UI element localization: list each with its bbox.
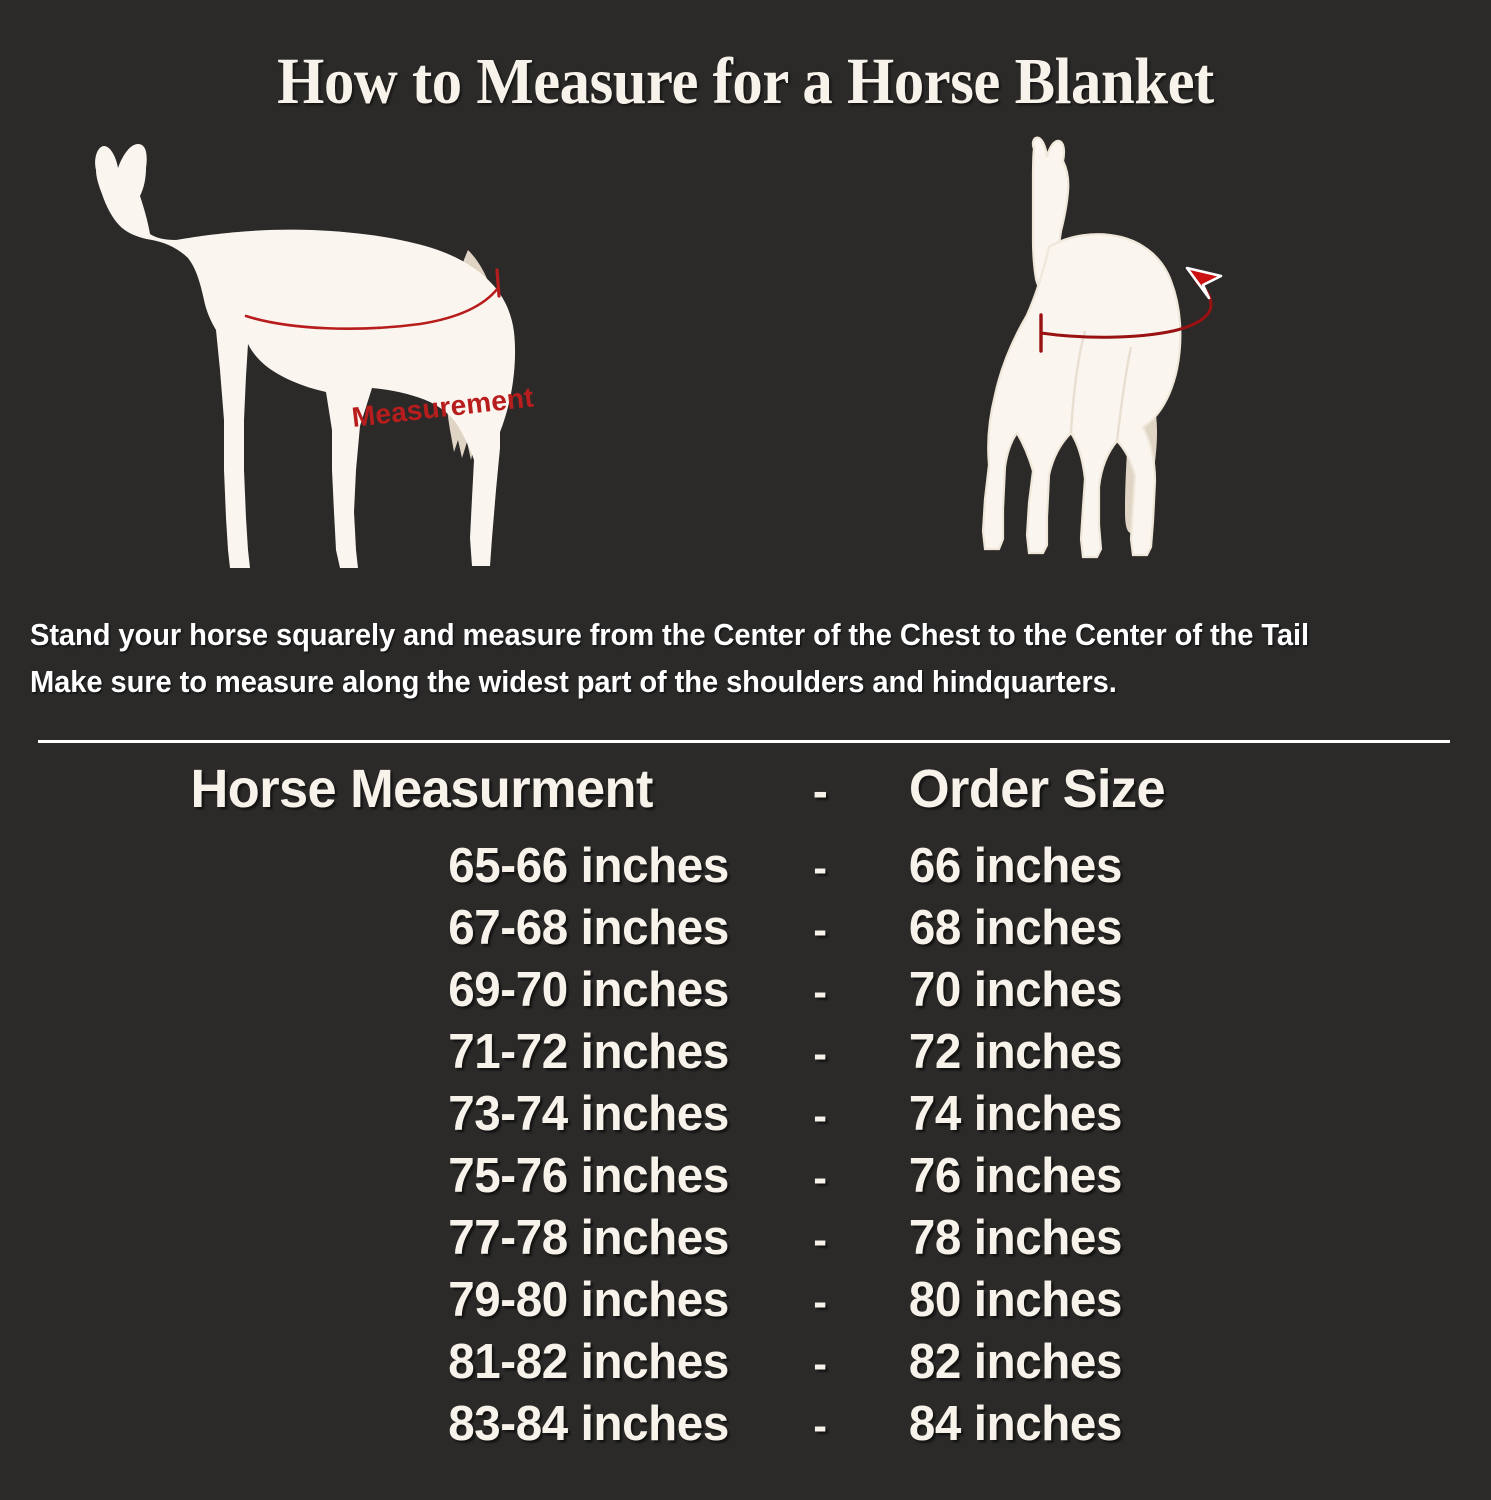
table-row: 77-78 inches - 78 inches (0, 1210, 1491, 1272)
cell-horse-measurement: 69-70 inches (448, 963, 729, 1017)
cell-order-size: 82 inches (908, 1335, 1123, 1389)
cell-horse-measurement: 71-72 inches (448, 1025, 729, 1079)
cell-order-size: 80 inches (908, 1273, 1123, 1327)
instruction-line-1: Stand your horse squarely and measure fr… (30, 618, 1309, 652)
cell-separator: - (813, 1092, 827, 1139)
cell-order-size: 68 inches (908, 901, 1123, 955)
cell-separator: - (813, 1402, 827, 1449)
table-row: 65-66 inches - 66 inches (0, 838, 1491, 900)
cell-order-size: 84 inches (908, 1397, 1123, 1451)
cell-horse-measurement: 79-80 inches (448, 1273, 729, 1327)
header-order-size: Order Size (908, 759, 1166, 819)
table-row: 73-74 inches - 74 inches (0, 1086, 1491, 1148)
table-row: 79-80 inches - 80 inches (0, 1272, 1491, 1334)
cell-order-size: 66 inches (908, 839, 1123, 893)
cell-horse-measurement: 65-66 inches (448, 839, 729, 893)
cell-separator: - (813, 1340, 827, 1387)
cell-horse-measurement: 73-74 inches (448, 1087, 729, 1141)
instruction-line-2: Make sure to measure along the widest pa… (30, 665, 1117, 699)
cell-horse-measurement: 81-82 inches (448, 1335, 729, 1389)
illustration-area: Measurement (0, 130, 1491, 600)
cell-separator: - (813, 1216, 827, 1263)
table-header-row: Horse Measurment - Order Size (0, 758, 1491, 838)
section-divider (38, 740, 1450, 743)
measurement-line-side (244, 268, 501, 330)
horse-rear-body (981, 136, 1182, 559)
table-body: 65-66 inches - 66 inches 67-68 inches - 68 in… (0, 838, 1491, 1458)
table-row: 83-84 inches - 84 inches (0, 1396, 1491, 1458)
page-title: How to Measure for a Horse Blanket (277, 45, 1214, 118)
cell-horse-measurement: 77-78 inches (448, 1211, 729, 1265)
cell-horse-measurement: 67-68 inches (448, 901, 729, 955)
instructions: Stand your horse squarely and measure fr… (30, 612, 1400, 706)
cell-separator: - (813, 844, 827, 891)
cell-order-size: 76 inches (908, 1149, 1123, 1203)
measurement-line-rear (1039, 266, 1223, 353)
cell-order-size: 78 inches (908, 1211, 1123, 1265)
table-row: 81-82 inches - 82 inches (0, 1334, 1491, 1396)
cell-separator: - (813, 906, 827, 953)
table-row: 67-68 inches - 68 inches (0, 900, 1491, 962)
cell-order-size: 74 inches (908, 1087, 1123, 1141)
header-horse-measurement: Horse Measurment (190, 759, 654, 819)
table-row: 75-76 inches - 76 inches (0, 1148, 1491, 1210)
cell-horse-measurement: 75-76 inches (448, 1149, 729, 1203)
horse-rear-view (981, 136, 1223, 559)
horse-side-view (95, 144, 516, 568)
size-chart-table: Horse Measurment - Order Size 65-66 inch… (0, 758, 1491, 1458)
cell-separator: - (813, 1030, 827, 1077)
horse-body (95, 144, 516, 568)
cell-separator: - (813, 1278, 827, 1325)
table-row: 71-72 inches - 72 inches (0, 1024, 1491, 1086)
cell-separator: - (813, 1154, 827, 1201)
cell-horse-measurement: 83-84 inches (448, 1397, 729, 1451)
cell-order-size: 70 inches (908, 963, 1123, 1017)
cell-separator: - (813, 968, 827, 1015)
cell-order-size: 72 inches (908, 1025, 1123, 1079)
table-row: 69-70 inches - 70 inches (0, 962, 1491, 1024)
header-separator: - (812, 765, 828, 817)
